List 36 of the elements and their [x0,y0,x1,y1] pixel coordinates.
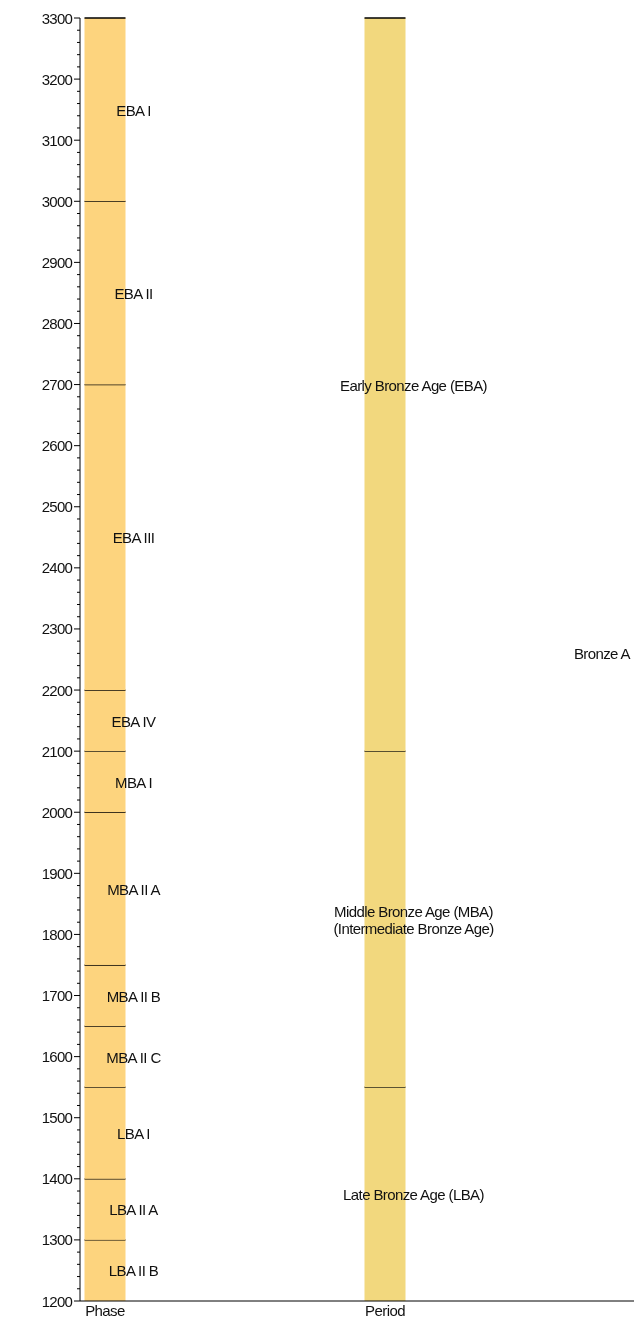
y-tick-label: 2200 [41,681,73,699]
data-label: MBA II C [106,1048,162,1066]
y-tick-label: 2500 [41,498,73,516]
data-label: EBA IV [111,712,157,730]
y-tick-label: 1800 [41,925,73,943]
y-tick-label: 1900 [41,864,73,882]
y-tick-label: 1600 [41,1048,73,1066]
annotation: Bronze A [573,644,631,662]
data-label: LBA II A [109,1200,159,1218]
y-tick-label: 1400 [41,1170,73,1188]
data-label: LBA I [117,1124,150,1142]
y-tick-label: 2700 [41,376,73,394]
y-tick-label: 2300 [41,620,73,638]
y-tick-label: 2600 [41,437,73,455]
y-tick-label: 1300 [41,1231,73,1249]
y-tick-label: 3300 [41,9,73,27]
data-label: MBA II A [107,880,161,898]
x-tick-label: Period [365,1302,406,1319]
y-tick-label: 2800 [41,314,73,332]
data-label: MBA II B [106,987,161,1005]
y-tick-label: 3100 [41,131,73,149]
y-tick-label: 2400 [41,559,73,577]
y-tick-label: 1500 [41,1109,73,1127]
data-label: EBA III [112,528,155,546]
y-tick-label: 3000 [41,192,73,210]
y-tick-label: 2000 [41,803,73,821]
x-tick-label: Phase [85,1302,126,1319]
y-tick-label: 1200 [41,1292,73,1310]
data-label: EBA II [114,284,153,302]
data-label: MBA I [114,773,153,791]
y-tick-label: 2900 [41,253,73,271]
data-label: EBA I [116,101,151,119]
y-tick-label: 2100 [41,742,73,760]
y-tick-label: 3200 [41,70,73,88]
y-tick-label: 1700 [41,987,73,1005]
data-label: LBA II B [108,1261,159,1279]
